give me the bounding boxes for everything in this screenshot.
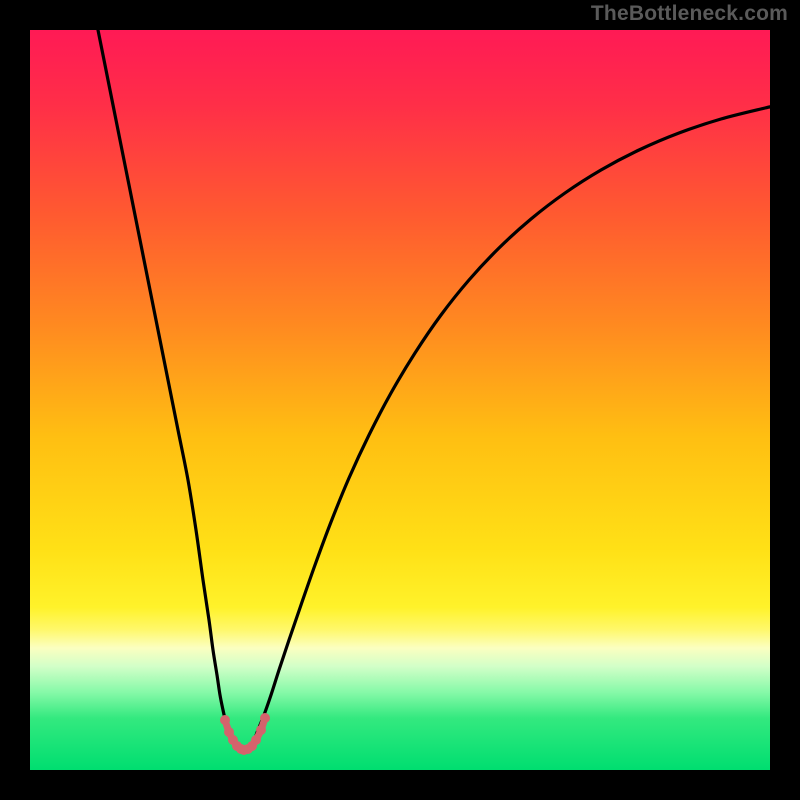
chart-frame: TheBottleneck.com (0, 0, 800, 800)
valley-dot (220, 715, 230, 725)
watermark-text: TheBottleneck.com (591, 2, 788, 26)
plot-area (30, 30, 770, 770)
chart-svg (30, 30, 770, 770)
valley-dot (260, 713, 270, 723)
valley-dot (256, 725, 266, 735)
valley-dot (251, 735, 261, 745)
